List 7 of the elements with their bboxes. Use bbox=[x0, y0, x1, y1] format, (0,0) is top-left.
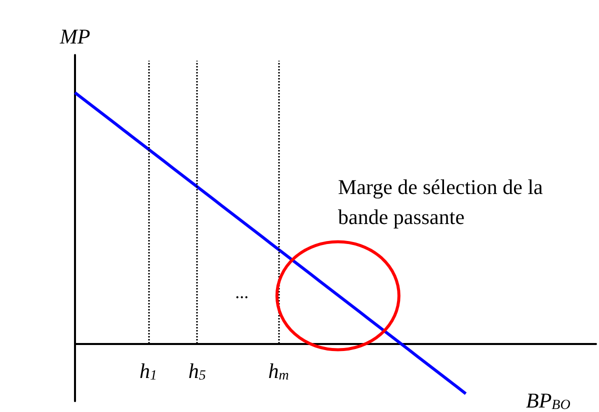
annotation: ... bbox=[235, 282, 249, 302]
x-axis-title: BPBO bbox=[526, 388, 570, 412]
y-axis-title: MP bbox=[58, 24, 90, 48]
annotation: Marge de sélection de la bande passante bbox=[338, 175, 548, 229]
x-tick-label: hm bbox=[268, 359, 289, 384]
x-tick-label: h5 bbox=[188, 359, 206, 384]
x-tick-label: h1 bbox=[140, 359, 158, 384]
